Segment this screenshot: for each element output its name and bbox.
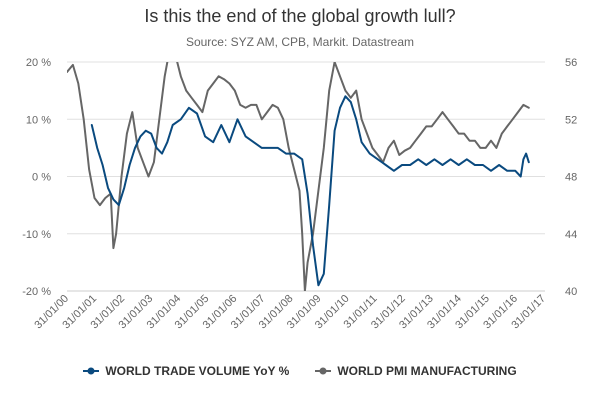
- series-line-pmi: [67, 62, 530, 291]
- legend-swatch-pmi: [315, 367, 332, 375]
- y-left-tick-label: -10 %: [22, 229, 51, 241]
- y-right-tick-label: 52: [565, 114, 577, 126]
- chart-legend: WORLD TRADE VOLUME YoY % WORLD PMI MANUF…: [0, 364, 600, 378]
- legend-swatch-trade: [83, 367, 100, 375]
- series-line-trade: [90, 95, 530, 287]
- y-right-tick-label: 48: [565, 172, 577, 184]
- legend-label-trade: WORLD TRADE VOLUME YoY %: [105, 364, 290, 378]
- y-right-tick-label: 44: [565, 229, 577, 241]
- y-left-tick-label: 0 %: [32, 172, 51, 184]
- legend-label-pmi: WORLD PMI MANUFACTURING: [337, 364, 517, 378]
- legend-item-pmi[interactable]: WORLD PMI MANUFACTURING: [315, 364, 517, 378]
- chart-title: Is this the end of the global growth lul…: [144, 6, 456, 26]
- legend-item-trade[interactable]: WORLD TRADE VOLUME YoY %: [83, 364, 289, 378]
- y-left-tick-label: 10 %: [26, 114, 51, 126]
- y-left-tick-label: -20 %: [22, 286, 51, 298]
- y-right-tick-label: 40: [565, 286, 577, 298]
- series-group: [67, 62, 530, 291]
- y-left-tick-label: 20 %: [26, 57, 51, 69]
- y-right-tick-label: 56: [565, 57, 577, 69]
- chart-subtitle: Source: SYZ AM, CPB, Markit. Datastream: [185, 35, 415, 49]
